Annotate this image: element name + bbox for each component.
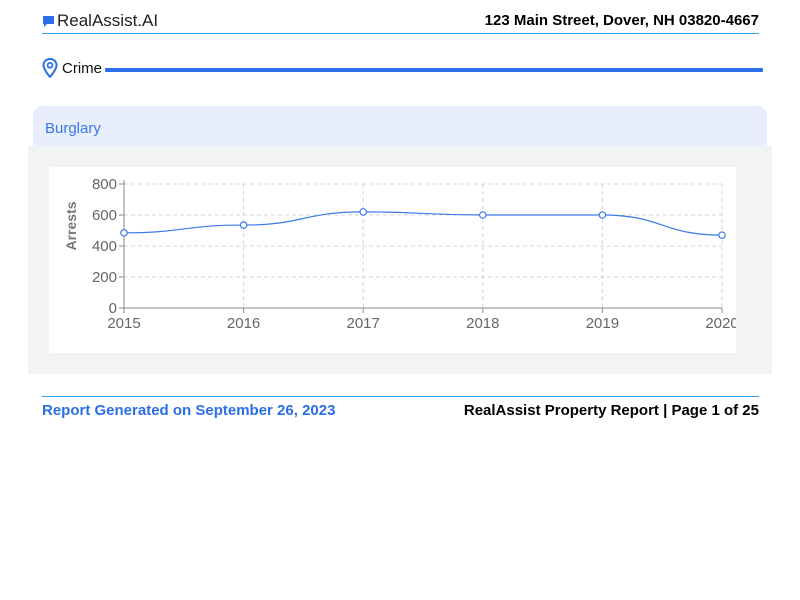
section-label: Crime	[62, 60, 102, 77]
x-tick-label: 2016	[227, 315, 260, 332]
brand-name: RealAssist.AI	[57, 11, 159, 30]
chart-panel: 0 200 400 600 800 2015 2016 2017 2018 2019 2020 Arr…	[49, 167, 736, 353]
y-tick-label: 600	[92, 207, 117, 224]
card-body: 0 200 400 600 800 2015 2016 2017 2018 2019 2020 Arr…	[28, 146, 772, 374]
card-header: Burglary	[33, 106, 767, 150]
report-footer: Report Generated on September 26, 2023 R…	[42, 396, 759, 420]
chart-labels: 0 200 400 600 800 2015 2016 2017 2018 2019 2020 Arr…	[63, 176, 736, 332]
data-point	[598, 211, 607, 219]
chart-grid	[124, 183, 723, 308]
section-divider	[105, 68, 763, 72]
report-header: RealAssist.AI 123 Main Street, Dover, NH…	[42, 10, 759, 34]
chart-series	[120, 208, 726, 239]
location-pin-icon	[42, 58, 58, 78]
card-title: Burglary	[45, 120, 101, 137]
y-tick-label: 400	[92, 238, 117, 255]
y-tick-label: 200	[92, 269, 117, 286]
section-title-row: Crime	[42, 58, 763, 80]
report-page-info: RealAssist Property Report | Page 1 of 2…	[463, 402, 759, 419]
data-point	[478, 211, 487, 219]
report-generated-date: Report Generated on September 26, 2023	[42, 402, 336, 419]
x-tick-label: 2015	[107, 315, 140, 332]
data-point	[359, 208, 368, 216]
data-point	[239, 221, 248, 229]
x-tick-label: 2018	[466, 315, 499, 332]
y-axis-label: Arrests	[63, 201, 79, 250]
y-tick-label: 800	[92, 176, 117, 193]
x-tick-label: 2020	[705, 315, 736, 332]
x-tick-label: 2017	[347, 315, 380, 332]
chat-bubble-icon	[43, 16, 54, 27]
y-tick-label: 0	[109, 300, 117, 317]
series-line	[123, 211, 723, 236]
data-point	[120, 229, 128, 237]
data-point	[718, 231, 726, 239]
property-address: 123 Main Street, Dover, NH 03820-4667	[484, 12, 759, 29]
chart-axes	[119, 180, 723, 313]
brand[interactable]: RealAssist.AI	[42, 11, 158, 31]
line-chart: 0 200 400 600 800 2015 2016 2017 2018 2019 2020 Arr…	[63, 176, 736, 332]
x-tick-label: 2019	[586, 315, 619, 332]
